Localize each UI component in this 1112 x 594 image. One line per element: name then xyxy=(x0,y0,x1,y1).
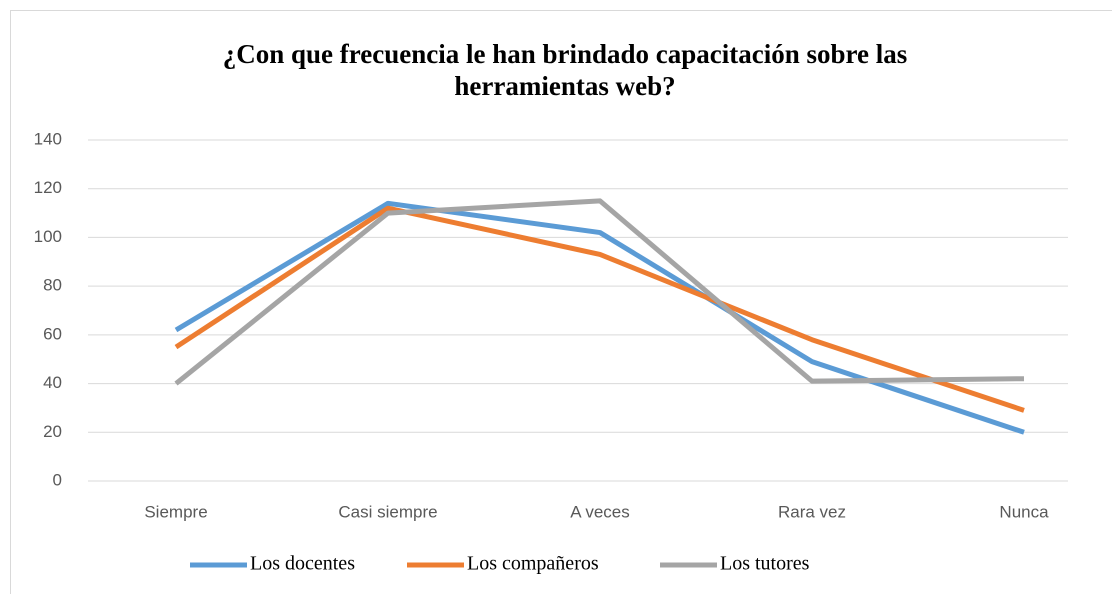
y-tick-label: 120 xyxy=(34,178,62,197)
x-tick-label: Casi siempre xyxy=(338,502,437,521)
chart-title: ¿Con que frecuencia le han brindado capa… xyxy=(222,39,908,101)
y-tick-label: 140 xyxy=(34,129,62,148)
series-line xyxy=(174,198,1025,386)
legend-label: Los docentes xyxy=(250,553,355,575)
series-line xyxy=(174,205,1025,413)
y-tick-label: 20 xyxy=(43,422,62,441)
x-tick-label: Siempre xyxy=(144,502,207,521)
legend-label: Los compañeros xyxy=(467,553,599,575)
y-tick-label: 60 xyxy=(43,324,62,343)
x-tick-label: A veces xyxy=(570,502,630,521)
series-line xyxy=(174,200,1025,435)
legend-label: Los tutores xyxy=(720,553,810,575)
y-tick-label: 100 xyxy=(34,227,62,246)
y-tick-label: 0 xyxy=(53,470,62,489)
y-tick-label: 80 xyxy=(43,276,62,295)
chart-border xyxy=(10,10,1112,594)
y-tick-label: 40 xyxy=(43,373,62,392)
x-tick-label: Rara vez xyxy=(778,502,846,521)
x-tick-label: Nunca xyxy=(999,502,1049,521)
